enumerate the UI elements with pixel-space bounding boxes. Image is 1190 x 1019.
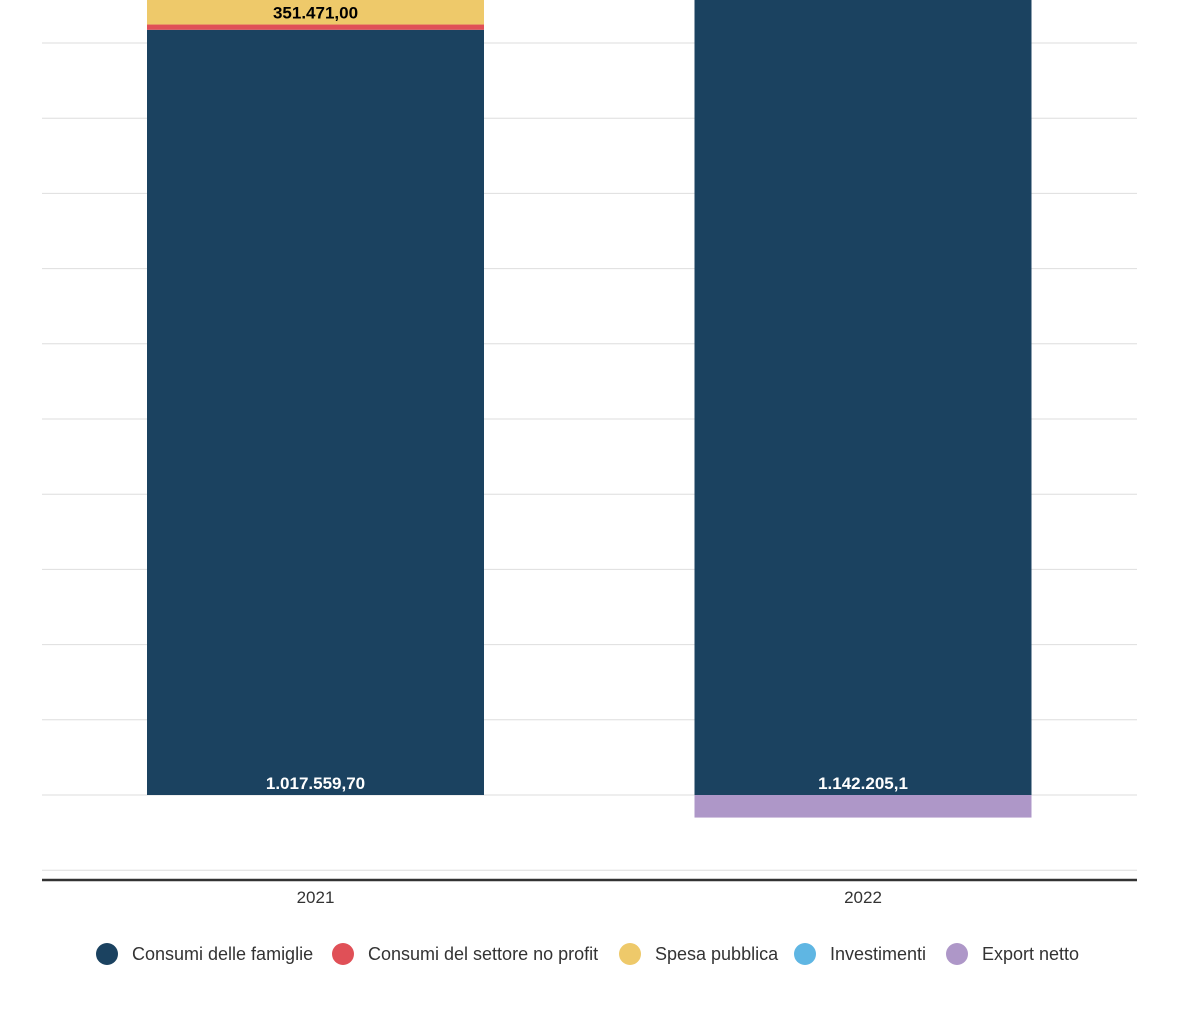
legend-marker [96, 943, 118, 965]
legend-label: Export netto [982, 944, 1079, 964]
bar-segment [694, 0, 1032, 795]
legend: Consumi delle famiglie Consumi del settor… [96, 943, 1079, 965]
bars [147, 0, 1032, 818]
bar-segment [147, 24, 484, 30]
legend-marker [946, 943, 968, 965]
legend-label: Consumi del settore no profit [368, 944, 598, 964]
bar-segment [147, 0, 484, 25]
legend-marker [619, 943, 641, 965]
data-label: 1.142.205,1 [818, 774, 908, 793]
data-label: 351.471,00 [273, 4, 358, 23]
data-labels: 1.017.559,70351.471,00355.216,001.142.20… [266, 4, 908, 793]
bar-segment [694, 795, 1032, 818]
x-axis-ticks: 2021 2022 [297, 888, 882, 907]
legend-label: Investimenti [830, 944, 926, 964]
legend-label: Spesa pubblica [655, 944, 779, 964]
legend-marker [332, 943, 354, 965]
legend-marker [794, 943, 816, 965]
bar-segment [147, 29, 484, 795]
legend-label: Consumi delle famiglie [132, 944, 313, 964]
data-label: 1.017.559,70 [266, 774, 365, 793]
x-tick-label: 2021 [297, 888, 335, 907]
x-tick-label: 2022 [844, 888, 882, 907]
